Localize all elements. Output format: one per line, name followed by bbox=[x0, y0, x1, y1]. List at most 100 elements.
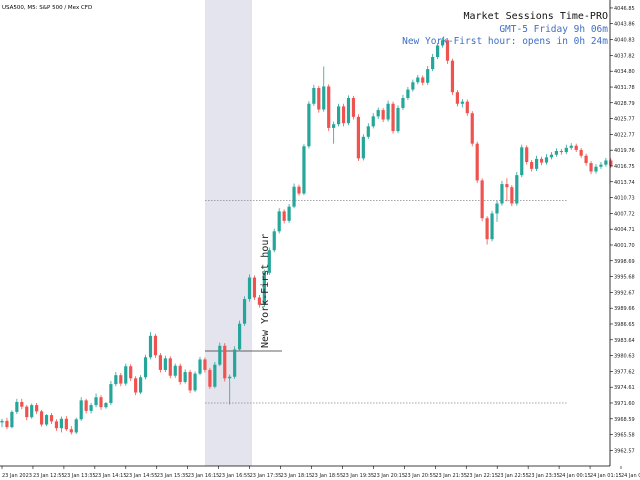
candle bbox=[361, 134, 365, 161]
candle bbox=[535, 155, 539, 171]
candle bbox=[64, 416, 68, 431]
candle bbox=[257, 294, 261, 308]
candle-body bbox=[228, 376, 232, 379]
price-tick-label: 4043.86 bbox=[614, 22, 635, 28]
candle bbox=[44, 414, 49, 427]
candle-body bbox=[158, 355, 162, 370]
candle-body bbox=[525, 147, 529, 163]
candle bbox=[332, 121, 336, 144]
candle bbox=[163, 355, 167, 373]
candle-body bbox=[183, 372, 187, 382]
candle bbox=[198, 356, 202, 376]
candle-body bbox=[530, 162, 534, 169]
candle-body bbox=[242, 299, 247, 324]
candle-body bbox=[208, 369, 212, 387]
candle bbox=[20, 398, 24, 410]
candle-body bbox=[312, 88, 316, 104]
session-box-label: New York-First hour bbox=[260, 234, 271, 348]
candle bbox=[158, 353, 162, 373]
candle bbox=[564, 144, 568, 155]
candle bbox=[337, 103, 341, 127]
candle bbox=[25, 405, 29, 421]
candle-body bbox=[109, 384, 113, 403]
candle bbox=[238, 320, 242, 352]
candle-body bbox=[153, 335, 158, 356]
candle-body bbox=[500, 184, 504, 204]
candle-body bbox=[470, 113, 474, 144]
candle bbox=[485, 216, 489, 245]
candle-body bbox=[292, 186, 296, 207]
candle bbox=[302, 144, 306, 196]
candle-body bbox=[450, 60, 455, 93]
candle-body bbox=[406, 89, 410, 98]
candle bbox=[49, 412, 54, 424]
candle-body bbox=[411, 82, 415, 90]
candle bbox=[129, 364, 133, 381]
candle bbox=[386, 100, 390, 122]
price-tick-label: 3968.59 bbox=[614, 417, 635, 423]
candle-body bbox=[114, 375, 118, 385]
candle-body bbox=[361, 136, 365, 159]
candle bbox=[440, 37, 445, 48]
candle-body bbox=[129, 366, 133, 379]
candle-body bbox=[218, 345, 222, 365]
candle-body bbox=[74, 419, 78, 433]
candle bbox=[599, 162, 603, 169]
candle-body bbox=[455, 92, 459, 104]
candle bbox=[139, 375, 143, 395]
candle-body bbox=[49, 415, 54, 422]
candle bbox=[500, 180, 504, 206]
candle bbox=[233, 346, 237, 379]
candle-body bbox=[574, 145, 578, 150]
candle-body bbox=[277, 211, 281, 232]
price-tick-label: 3965.58 bbox=[614, 433, 635, 439]
candle bbox=[594, 164, 598, 174]
candle-body bbox=[79, 400, 83, 420]
candle bbox=[421, 75, 425, 86]
candle-body bbox=[520, 147, 524, 176]
session-box bbox=[205, 0, 252, 466]
candle-body bbox=[307, 103, 311, 147]
candle-body bbox=[59, 418, 63, 429]
candle bbox=[549, 152, 554, 160]
candle bbox=[525, 145, 529, 165]
price-tick-label: 3989.66 bbox=[614, 306, 635, 312]
time-tick-label: 23 Jan 22:15 bbox=[466, 473, 498, 479]
candle bbox=[223, 343, 227, 382]
price-tick-label: 3998.69 bbox=[614, 259, 635, 265]
candle-body bbox=[351, 97, 356, 117]
candle-body bbox=[257, 297, 261, 305]
time-tick-label: 23 Jan 16:15 bbox=[188, 473, 220, 479]
candle-body bbox=[332, 124, 336, 128]
candle-body bbox=[386, 103, 390, 120]
candle-body bbox=[163, 358, 167, 370]
time-axis: 23 Jan 2023 23 Jan 12:55 23 Jan 13:35 23 Ja… bbox=[1, 466, 640, 479]
candle bbox=[574, 143, 578, 153]
candle-body bbox=[485, 218, 489, 240]
candle-body bbox=[203, 359, 207, 370]
candle bbox=[584, 153, 588, 166]
candle bbox=[341, 103, 346, 127]
candle-body bbox=[317, 88, 321, 110]
time-tick-label: 23 Jan 20:15 bbox=[373, 473, 405, 479]
candle bbox=[505, 178, 509, 202]
candle-body bbox=[490, 213, 494, 240]
candle bbox=[366, 123, 370, 139]
candle-body bbox=[366, 126, 370, 137]
candle bbox=[69, 426, 73, 435]
price-tick-label: 3983.64 bbox=[614, 338, 635, 344]
price-tick-label: 4010.73 bbox=[614, 196, 635, 202]
session-level-lines bbox=[205, 200, 568, 404]
candle-body bbox=[297, 186, 301, 194]
candle bbox=[406, 86, 410, 101]
price-tick-label: 3974.61 bbox=[614, 385, 635, 391]
candle bbox=[554, 148, 558, 157]
candle-body bbox=[148, 335, 153, 358]
candle-body bbox=[119, 375, 123, 384]
candle bbox=[114, 372, 118, 387]
candle-body bbox=[431, 57, 435, 70]
candle bbox=[544, 154, 549, 165]
candle-body bbox=[25, 406, 29, 418]
